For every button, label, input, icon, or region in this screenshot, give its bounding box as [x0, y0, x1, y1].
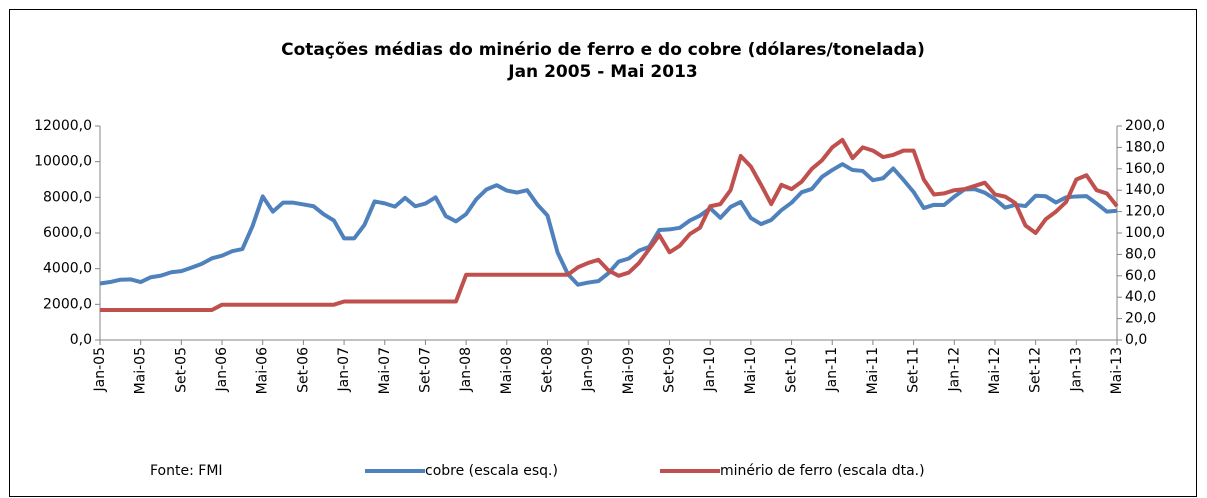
source: Fonte: FMI	[150, 463, 223, 479]
y-tick-label: 12000,0	[34, 118, 92, 134]
x-tick-label: Jan-11	[824, 347, 840, 392]
y2-tick-label: 60,0	[1125, 268, 1156, 284]
chart-subtitle: Jan 2005 - Mai 2013	[507, 62, 697, 82]
y-tick-label: 10000,0	[34, 154, 92, 170]
x-tick-label: Set-09	[662, 347, 678, 393]
y2-tick-label: 120,0	[1125, 204, 1165, 220]
chart-title: Cotações médias do minério de ferro e do…	[281, 40, 925, 60]
x-tick-label: Mai-10	[743, 347, 759, 394]
legend-label: minério de ferro (escala dta.)	[720, 463, 925, 479]
x-tick-label: Jan-10	[702, 347, 718, 392]
x-tick-label: Jan-05	[92, 347, 108, 392]
series-line	[99, 162, 1118, 287]
y2-tick-label: 200,0	[1125, 118, 1165, 134]
y-tick-label: 2000,0	[43, 296, 92, 312]
y2-tick-label: 20,0	[1125, 311, 1156, 327]
x-tick-label: Jan-09	[580, 347, 596, 392]
x-tick-label: Mai-05	[133, 347, 149, 394]
x-tick-label: Mai-13	[1109, 347, 1125, 394]
x-tick-label: Jan-07	[336, 347, 352, 392]
y2-tick-label: 100,0	[1125, 225, 1165, 241]
y2-tick-label: 80,0	[1125, 246, 1156, 262]
y-tick-label: 6000,0	[43, 225, 92, 241]
x-tick-label: Jan-08	[458, 347, 474, 392]
y-tick-label: 4000,0	[43, 261, 92, 277]
x-tick-label: Jan-13	[1068, 347, 1084, 392]
y2-tick-label: 0,0	[1125, 332, 1147, 348]
y2-tick-label: 180,0	[1125, 139, 1165, 155]
y2-tick-label: 160,0	[1125, 161, 1165, 177]
x-tick-label: Set-12	[1028, 347, 1044, 393]
x-tick-label: Jan-06	[214, 347, 230, 393]
x-tick-label: Mai-11	[865, 347, 881, 394]
x-tick-label: Mai-12	[987, 347, 1003, 394]
x-tick-label: Mai-07	[377, 347, 393, 394]
y-tick-label: 0,0	[70, 332, 92, 348]
x-tick-label: Set-11	[906, 347, 922, 393]
x-tick-label: Mai-08	[499, 347, 515, 394]
x-tick-label: Set-10	[784, 347, 800, 393]
x-tick-label: Jan-12	[946, 347, 962, 392]
x-tick-label: Set-08	[539, 347, 555, 393]
y2-tick-label: 140,0	[1125, 182, 1165, 198]
series-line	[100, 137, 1119, 313]
x-tick-label: Set-07	[417, 347, 433, 393]
legend-label: cobre (escala esq.)	[425, 463, 558, 479]
chart-frame	[9, 9, 1197, 497]
x-tick-label: Mai-09	[621, 347, 637, 394]
y2-tick-label: 40,0	[1125, 289, 1156, 305]
y-tick-label: 8000,0	[43, 189, 92, 205]
x-tick-label: Mai-06	[255, 347, 271, 395]
x-tick-label: Set-05	[173, 347, 189, 393]
x-tick-label: Set-06	[295, 347, 311, 393]
